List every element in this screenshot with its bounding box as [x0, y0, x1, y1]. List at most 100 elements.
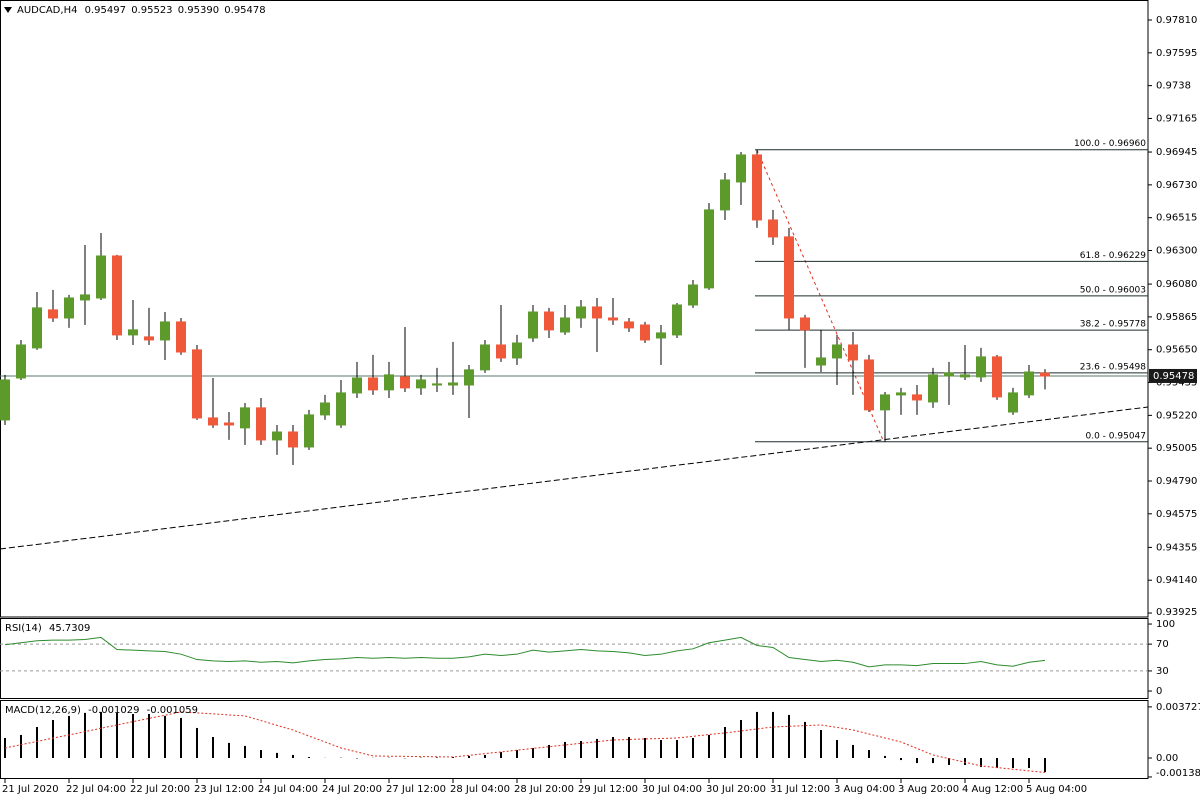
- x-tick-label: 5 Aug 04:00: [1026, 784, 1087, 795]
- candle-body: [288, 431, 298, 448]
- candle-body: [240, 407, 250, 429]
- candle-body: [464, 369, 474, 386]
- y-tick-label: 0: [1156, 686, 1162, 697]
- fib-trend-line: [756, 149, 884, 441]
- fib-label: 61.8 - 0.96229: [1080, 251, 1146, 261]
- rsi-name: RSI(14): [5, 623, 42, 634]
- y-tick-label: 0.94790: [1156, 476, 1197, 487]
- candle-body: [1024, 371, 1034, 396]
- x-tick-label: 28 Jul 04:00: [450, 784, 510, 795]
- rsi-value: 45.7309: [49, 623, 90, 634]
- rsi-panel-border: [0, 618, 1149, 699]
- candle-body: [640, 324, 650, 341]
- y-tick-label: 0.94140: [1156, 575, 1197, 586]
- candle-body: [480, 344, 490, 371]
- y-tick-label: 0.95650: [1156, 345, 1197, 356]
- candle-body: [400, 376, 410, 389]
- main-panel-border: [0, 0, 1149, 618]
- y-tick-label: 0.97810: [1156, 15, 1197, 26]
- y-tick-label: 0.97165: [1156, 113, 1197, 124]
- candle-body: [880, 394, 890, 411]
- macd-panel-border: [0, 700, 1149, 779]
- macd-name: MACD(12,26,9): [5, 705, 81, 716]
- candle-body: [0, 379, 10, 421]
- x-tick-label: 21 Jul 2020: [2, 784, 59, 795]
- signal-line: [4, 711, 1046, 774]
- current-price-label: 0.95478: [1153, 371, 1194, 382]
- candle-body: [672, 304, 682, 336]
- open-value: 0.95497: [85, 5, 126, 16]
- candle-body: [992, 356, 1002, 398]
- candle-body: [512, 342, 522, 359]
- candle-body: [384, 374, 394, 391]
- y-tick-label: 0.95865: [1156, 312, 1197, 323]
- x-tick-label: 3 Aug 04:00: [834, 784, 895, 795]
- candle-body: [368, 377, 378, 391]
- candle-body: [256, 407, 266, 441]
- candle-body: [608, 317, 618, 321]
- y-tick-label: 0.96945: [1156, 147, 1197, 158]
- candle-body: [912, 394, 922, 401]
- candle-body: [16, 344, 26, 379]
- candle-body: [32, 307, 42, 349]
- candle-body: [320, 402, 330, 416]
- candle-body: [736, 154, 746, 183]
- candle-body: [560, 317, 570, 333]
- candle-body: [336, 392, 346, 426]
- y-tick-label: 0.93925: [1156, 607, 1197, 618]
- y-tick-label: 100: [1156, 619, 1175, 630]
- y-tick-label: 0.96730: [1156, 180, 1197, 191]
- menu-triangle[interactable]: [4, 7, 12, 13]
- candle-body: [80, 294, 90, 301]
- candle-body: [48, 309, 58, 319]
- x-tick-label: 3 Aug 20:00: [898, 784, 959, 795]
- y-tick-label: -0.001384: [1156, 768, 1200, 779]
- candle-body: [160, 321, 170, 341]
- candle-body: [848, 344, 858, 361]
- y-tick-label: 70: [1156, 639, 1169, 650]
- candle-body: [528, 311, 538, 339]
- candle-body: [720, 179, 730, 211]
- macd-value: -0.001029: [88, 705, 139, 716]
- candle-body: [1040, 372, 1050, 377]
- y-tick-label: 0.95220: [1156, 410, 1197, 421]
- fib-label: 0.0 - 0.95047: [1086, 431, 1147, 441]
- y-tick-label: 0.94355: [1156, 542, 1197, 553]
- y-tick-label: 0.96515: [1156, 213, 1197, 224]
- high-value: 0.95523: [131, 5, 172, 16]
- x-tick-label: 24 Jul 20:00: [322, 784, 382, 795]
- fib-label: 23.6 - 0.95498: [1080, 362, 1146, 372]
- candle-body: [112, 255, 122, 336]
- candle-body: [352, 377, 362, 394]
- current-price-box: [1149, 368, 1197, 383]
- candle-body: [208, 417, 218, 426]
- signal-value: -0.001059: [147, 705, 198, 716]
- marks: 0.97810 0.97595 0.9738 0.97165 0.96945 0.9673…: [0, 15, 1200, 795]
- close-value: 0.95478: [224, 5, 265, 16]
- candle-body: [592, 306, 602, 319]
- low-value: 0.95390: [178, 5, 219, 16]
- candle-body: [304, 414, 314, 448]
- trend-line: [0, 406, 1149, 550]
- x-tick-label: 4 Aug 12:00: [962, 784, 1023, 795]
- x-tick-label: 27 Jul 12:00: [386, 784, 446, 795]
- candle-body: [144, 336, 154, 341]
- x-tick-label: 23 Jul 12:00: [194, 784, 254, 795]
- candle-body: [176, 321, 186, 353]
- candle-body: [800, 317, 810, 331]
- candle-body: [784, 236, 794, 319]
- candle-body: [624, 321, 634, 329]
- candle-body: [416, 379, 426, 389]
- x-tick-label: 31 Jul 12:00: [770, 784, 830, 795]
- x-tick-label: 22 Jul 20:00: [130, 784, 190, 795]
- candle-body: [544, 311, 554, 331]
- candle-body: [976, 356, 986, 378]
- rsi-title: RSI(14) 45.7309: [5, 623, 90, 634]
- x-tick-label: 28 Jul 20:00: [514, 784, 574, 795]
- y-tick-label: 0.97595: [1156, 48, 1197, 59]
- y-tick-label: 0.9738: [1156, 81, 1191, 92]
- candle-body: [816, 357, 826, 366]
- candle-body: [496, 344, 506, 359]
